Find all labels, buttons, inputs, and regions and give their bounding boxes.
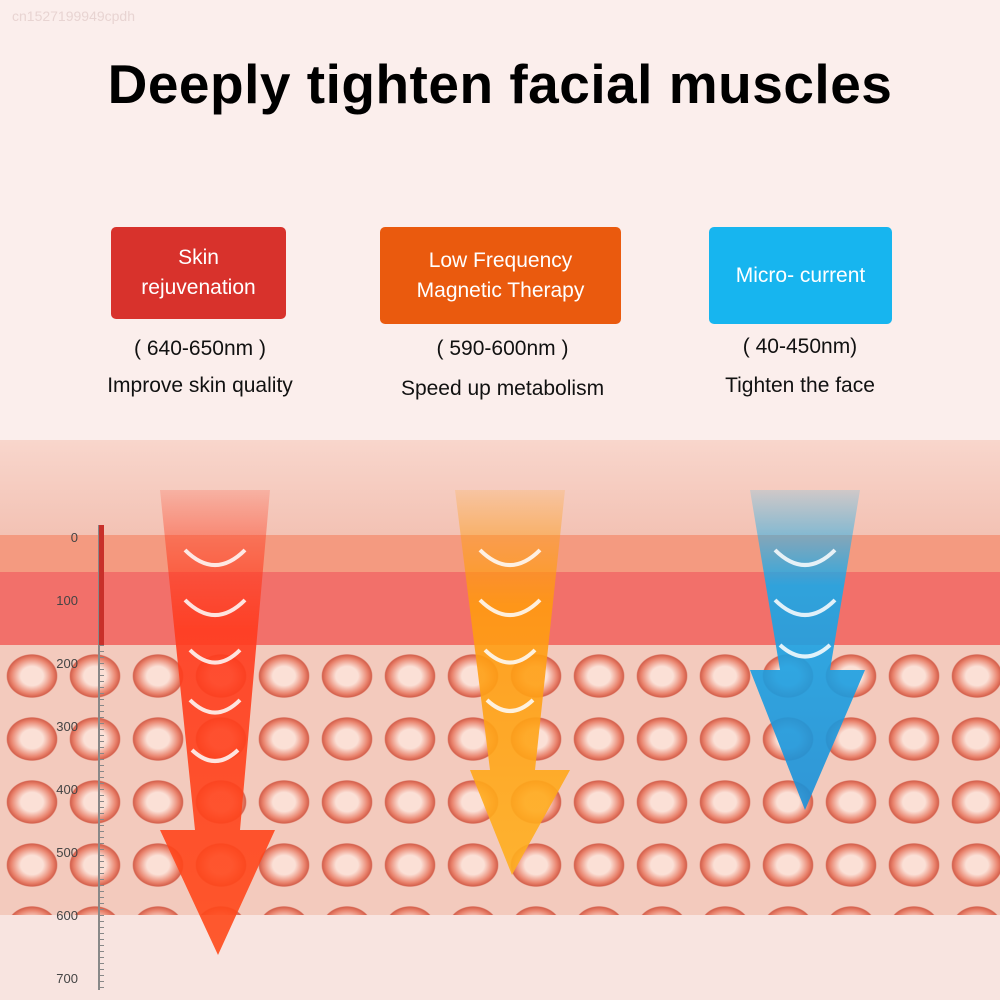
- feature-badge-magnetic-therapy: Low Frequency Magnetic Therapy: [380, 227, 621, 324]
- feature-benefit: Improve skin quality: [107, 374, 293, 397]
- feature-badge-skin-rejuvenation: Skin rejuvenation: [111, 227, 286, 319]
- feature-range: ( 590-600nm ): [436, 337, 569, 360]
- page-title: Deeply tighten facial muscles: [107, 53, 893, 115]
- subcutaneous-layer: [0, 915, 1000, 1000]
- watermark: cn1527199949cpdh: [12, 8, 136, 24]
- ruler-tick-label: 600: [56, 908, 78, 923]
- feature-benefit: Tighten the face: [725, 374, 875, 397]
- depth-ruler: [98, 525, 104, 990]
- ruler-tick-label: 100: [56, 593, 78, 608]
- feature-range: ( 40-450nm): [742, 335, 858, 358]
- feature-benefit: Speed up metabolism: [400, 377, 605, 400]
- ruler-tick-label: 200: [56, 656, 78, 671]
- red-arrow: [160, 490, 275, 955]
- feature-badge-micro-current: Micro- current: [709, 227, 892, 324]
- ruler-tick-label: 500: [56, 845, 78, 860]
- ruler-tick-label: 0: [70, 530, 78, 545]
- ruler-tick-label: 300: [56, 719, 78, 734]
- blue-arrow: [750, 490, 865, 810]
- feature-range: ( 640-650nm ): [134, 337, 266, 360]
- depth-ruler-highlight: [99, 525, 104, 645]
- ruler-tick-label: 400: [56, 782, 78, 797]
- ruler-tick-label: 700: [56, 971, 78, 986]
- orange-arrow: [455, 490, 570, 875]
